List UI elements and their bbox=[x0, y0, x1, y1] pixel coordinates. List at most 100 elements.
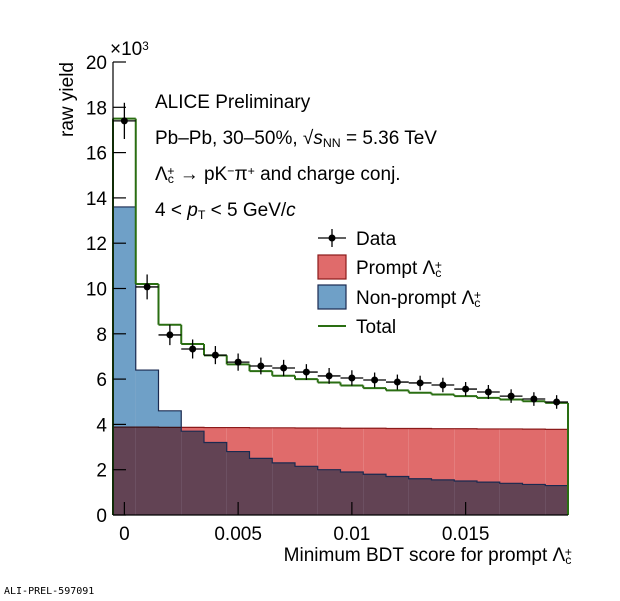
data-point bbox=[280, 364, 288, 372]
legend-label: Non-prompt Λc+ bbox=[356, 288, 481, 310]
text-part: p bbox=[186, 200, 198, 221]
y-axis-label: raw yield bbox=[57, 62, 78, 137]
legend-label: Total bbox=[356, 317, 396, 338]
text-part: = 5.36 TeV bbox=[341, 128, 438, 149]
footer: ALI-PREL-597091 bbox=[4, 586, 94, 597]
annotation: ALICE Preliminary bbox=[155, 92, 311, 113]
data-point bbox=[302, 368, 310, 376]
hist-bin bbox=[135, 370, 159, 515]
text-part: + bbox=[435, 258, 442, 272]
hist-bin bbox=[477, 482, 500, 515]
y-multiplier: ×103 bbox=[110, 39, 149, 60]
hist-bin bbox=[522, 484, 546, 515]
text-part: Non-prompt Λ bbox=[356, 288, 475, 309]
text-part: → pK bbox=[174, 164, 227, 185]
y-tick-label: 16 bbox=[86, 144, 107, 165]
legend-label: Data bbox=[356, 229, 397, 250]
text-part: ALICE Preliminary bbox=[155, 92, 311, 113]
data-point bbox=[553, 398, 561, 406]
text-part: c bbox=[435, 266, 441, 280]
data-point bbox=[416, 379, 424, 387]
hist-bin bbox=[499, 483, 523, 515]
data-point bbox=[371, 376, 379, 384]
text-part: c bbox=[168, 172, 174, 186]
legend-swatch bbox=[317, 284, 347, 310]
hist-bin bbox=[317, 469, 341, 515]
text-part: T bbox=[198, 208, 206, 222]
text-part: Total bbox=[356, 317, 396, 338]
y-tick-label: 14 bbox=[86, 189, 108, 210]
text-part: − bbox=[227, 164, 234, 178]
y-tick-label: 0 bbox=[96, 506, 107, 527]
x-tick-label: 0 bbox=[119, 524, 130, 545]
hist-outline bbox=[112, 426, 568, 515]
text-part: + bbox=[248, 164, 255, 178]
text-part: + bbox=[474, 288, 481, 302]
legend-label: Prompt Λc+ bbox=[356, 258, 442, 280]
x-tick-label: 0.015 bbox=[442, 524, 490, 545]
hist-bin bbox=[545, 485, 568, 515]
hist-bin bbox=[158, 410, 182, 515]
legend-swatch bbox=[317, 254, 347, 280]
hist-bin bbox=[249, 458, 273, 515]
text-part: s bbox=[313, 128, 323, 149]
text-part: ×10 bbox=[110, 39, 142, 60]
hist-bin bbox=[204, 442, 227, 515]
hist-bin bbox=[295, 466, 318, 515]
y-tick-label: 6 bbox=[96, 370, 107, 391]
text-part: Minimum BDT score for prompt Λ bbox=[284, 545, 566, 566]
data-point bbox=[325, 372, 333, 380]
hist-bin bbox=[431, 479, 455, 515]
data-point bbox=[530, 395, 538, 403]
x-tick-label: 0.01 bbox=[333, 524, 370, 545]
y-tick-label: 12 bbox=[86, 234, 107, 255]
text-part: Λ bbox=[155, 164, 168, 185]
text-part: + bbox=[167, 164, 174, 178]
annotation: Λc+ → pK−π+ and charge conj. bbox=[155, 164, 401, 186]
annotation: 4 < pT < 5 GeV/c bbox=[155, 200, 296, 222]
text-part: + bbox=[565, 545, 572, 559]
data-point bbox=[484, 388, 492, 396]
data-point bbox=[120, 117, 128, 125]
data-point bbox=[143, 283, 151, 291]
hist-bin bbox=[226, 451, 250, 515]
text-part: c bbox=[474, 296, 480, 310]
x-tick-label: 0.005 bbox=[214, 524, 262, 545]
text-part: √ bbox=[303, 128, 314, 149]
data-point bbox=[211, 351, 219, 359]
x-axis-label: Minimum BDT score for prompt Λc+ bbox=[284, 545, 572, 567]
data-point bbox=[462, 385, 470, 393]
text-part: NN bbox=[323, 136, 341, 150]
text-part: Pb–Pb, 30–50%, bbox=[155, 128, 303, 149]
text-part: and charge conj. bbox=[255, 164, 401, 185]
y-tick-label: 20 bbox=[86, 53, 107, 74]
data-point bbox=[393, 378, 401, 386]
y-tick-label: 8 bbox=[96, 325, 107, 346]
data-point bbox=[348, 374, 356, 382]
data-point bbox=[507, 392, 515, 400]
text-part: < 5 GeV/ bbox=[205, 200, 287, 221]
y-tick-label: 10 bbox=[86, 280, 107, 301]
text-part: Data bbox=[356, 229, 397, 250]
text-part: 3 bbox=[142, 40, 149, 53]
y-tick-label: 18 bbox=[86, 98, 107, 119]
hist-bin bbox=[181, 431, 204, 515]
hist-bin bbox=[340, 471, 364, 515]
text-part: Prompt Λ bbox=[356, 258, 436, 279]
text-part: 4 < bbox=[155, 200, 187, 221]
data-point bbox=[439, 381, 447, 389]
hist-bin bbox=[113, 206, 136, 515]
text-part: c bbox=[286, 200, 296, 221]
data-point bbox=[234, 358, 242, 366]
text-part: π bbox=[234, 164, 247, 185]
hist-bin bbox=[454, 481, 477, 515]
legend-marker bbox=[328, 234, 336, 242]
data-point bbox=[257, 362, 265, 370]
y-tick-label: 2 bbox=[96, 461, 107, 482]
data-point bbox=[189, 345, 197, 353]
hist-bin bbox=[363, 474, 386, 515]
y-tick-label: 4 bbox=[96, 415, 107, 436]
annotation: Pb–Pb, 30–50%, √sNN = 5.36 TeV bbox=[155, 128, 437, 150]
text-part: c bbox=[565, 553, 571, 567]
